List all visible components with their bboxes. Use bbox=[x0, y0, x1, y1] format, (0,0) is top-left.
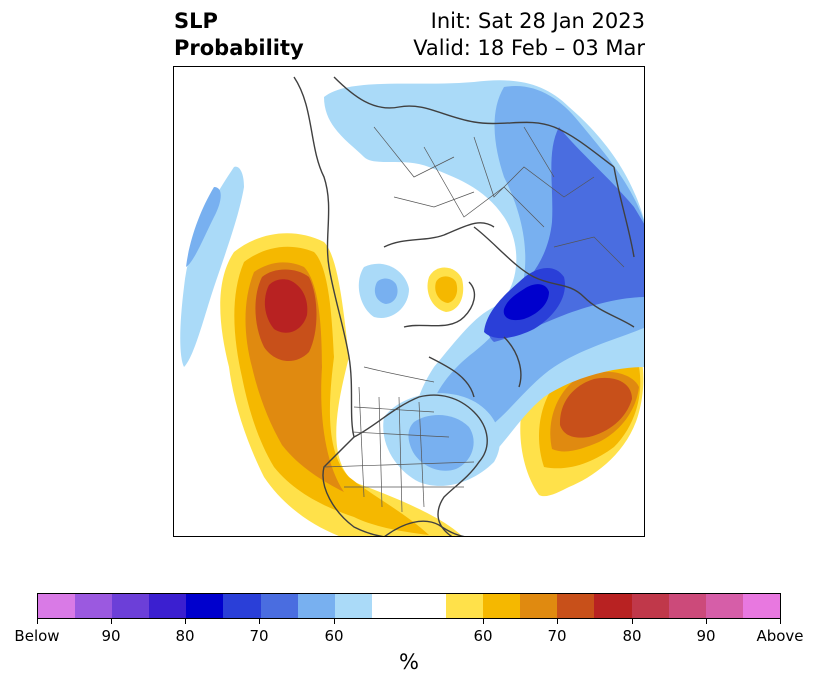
swatch-above-90 bbox=[668, 594, 706, 618]
swatch-above-95 bbox=[705, 594, 743, 618]
tick-mark bbox=[632, 619, 633, 624]
swatch-below-extreme bbox=[38, 594, 76, 618]
wpac-b65 bbox=[186, 187, 221, 267]
swatch-below-95 bbox=[75, 594, 113, 618]
init-date: Init: Sat 28 Jan 2023 bbox=[430, 9, 645, 33]
map-panel bbox=[173, 66, 645, 537]
tick-mark bbox=[111, 619, 112, 624]
tick-mark bbox=[334, 619, 335, 624]
coastlines bbox=[293, 76, 635, 536]
title-type: Probability bbox=[174, 36, 304, 60]
colorbar bbox=[37, 593, 781, 619]
tick-mark bbox=[259, 619, 260, 624]
arctic-b65 bbox=[374, 278, 398, 304]
tick-label-below: Below bbox=[14, 627, 60, 645]
swatch-above-65 bbox=[483, 594, 521, 618]
swatch-below-70 bbox=[260, 594, 298, 618]
tick-label-below-60: 60 bbox=[324, 627, 344, 645]
swatch-above-70 bbox=[520, 594, 558, 618]
colorbar-unit-label: % bbox=[399, 650, 419, 674]
pacific-a80 bbox=[264, 279, 308, 333]
valid-range: Valid: 18 Feb – 03 Mar bbox=[413, 36, 645, 60]
swatch-below-65 bbox=[297, 594, 335, 618]
tick-label-above-80: 80 bbox=[622, 627, 642, 645]
atlantic-a75 bbox=[559, 377, 632, 438]
swatch-below-90 bbox=[112, 594, 150, 618]
tick-mark bbox=[557, 619, 558, 624]
tick-mark bbox=[706, 619, 707, 624]
title-right: Init: Sat 28 Jan 2023 Valid: 18 Feb – 03… bbox=[413, 8, 645, 62]
tick-label-above-70: 70 bbox=[547, 627, 567, 645]
tick-mark bbox=[483, 619, 484, 624]
tick-mark bbox=[185, 619, 186, 624]
borders bbox=[323, 126, 625, 513]
probability-map bbox=[180, 76, 644, 536]
swatch-above-extreme bbox=[742, 594, 780, 618]
tick-label-below-70: 70 bbox=[249, 627, 269, 645]
tick-label-above: Above bbox=[756, 627, 804, 645]
tick-mark bbox=[37, 619, 38, 624]
swatch-below-80 bbox=[186, 594, 224, 618]
title-left: SLP Probability bbox=[174, 8, 304, 62]
swatch-below-75 bbox=[223, 594, 261, 618]
tick-label-below-80: 80 bbox=[175, 627, 195, 645]
swatch-above-85 bbox=[631, 594, 669, 618]
na-b65 bbox=[408, 415, 474, 471]
tick-label-below-90: 90 bbox=[101, 627, 121, 645]
tick-label-above-90: 90 bbox=[696, 627, 716, 645]
swatch-above-75 bbox=[557, 594, 595, 618]
swatch-below-85 bbox=[149, 594, 187, 618]
title-variable: SLP bbox=[174, 9, 218, 33]
arctic-a65 bbox=[435, 276, 458, 303]
swatch-neutral bbox=[371, 594, 447, 618]
swatch-above-80 bbox=[594, 594, 632, 618]
swatch-above-60 bbox=[446, 594, 484, 618]
tick-mark bbox=[780, 619, 781, 624]
eurasia-b80 bbox=[503, 284, 549, 321]
swatch-below-60 bbox=[334, 594, 372, 618]
wpac-b60 bbox=[180, 166, 244, 367]
tick-label-above-60: 60 bbox=[473, 627, 493, 645]
